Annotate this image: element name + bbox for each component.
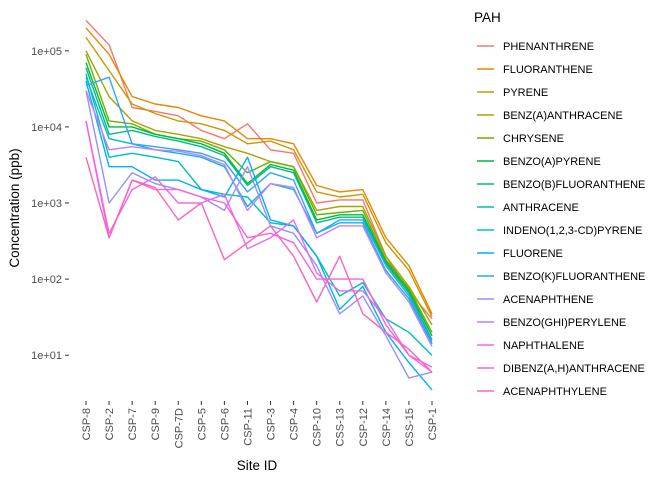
legend-label: PYRENE: [503, 87, 548, 99]
x-tick-label: CSP-10: [312, 408, 324, 447]
series-line-fluoranthene: [85, 27, 433, 315]
legend-label: BENZ(A)ANTHRACENE: [503, 110, 623, 122]
series-line-acenaphthylene: [85, 157, 433, 373]
x-axis: CSP-8 CSP-2 CSP-7 CSP-9 CSP-7D CSP-5 CSP-6 CSP-…: [81, 401, 439, 448]
legend-label: ACENAPHTHYLENE: [503, 386, 607, 398]
x-tick-label: CSP-5: [196, 408, 208, 440]
x-tick-label: CSP-11: [242, 408, 254, 446]
x-tick-label: CSS-13: [335, 408, 347, 447]
series-line-benzo-b-fluoranthene: [85, 67, 433, 341]
legend-label: FLUORENE: [503, 248, 563, 260]
legend-label: BENZO(B)FLUORANTHENE: [503, 179, 645, 191]
x-tick-label: CSP-9: [150, 408, 162, 440]
legend-label: NAPHTHALENE: [503, 340, 584, 352]
legend: PAH PHENANTHRENE FLUORANTHENE PYRENE BENZ(A…: [474, 10, 645, 398]
x-tick-label: CSP-1: [427, 408, 439, 440]
series-line-benzo-ghi-perylene: [85, 90, 433, 347]
series-line-dibenz-a-h-anthracene: [85, 120, 433, 368]
legend-label: DIBENZ(A,H)ANTHRACENE: [503, 363, 645, 375]
legend-label: ACENAPHTHENE: [503, 294, 593, 306]
x-tick-label: CSP-3: [266, 408, 278, 440]
y-axis-title: Concentration (ppb): [7, 148, 22, 267]
x-tick-label: CSP-8: [81, 408, 93, 440]
x-axis-title: Site ID: [237, 458, 278, 473]
x-tick-label: CSP-4: [289, 408, 301, 440]
x-tick-label: CSP-7D: [173, 408, 185, 448]
legend-title: PAH: [474, 10, 501, 25]
legend-label: INDENO(1,2,3-CD)PYRENE: [503, 225, 642, 237]
legend-label: FLUORANTHENE: [503, 64, 593, 76]
y-tick-label: 1e+01: [31, 350, 62, 362]
legend-label: BENZO(GHI)PERYLENE: [503, 317, 626, 329]
x-tick-label: CSP-2: [104, 408, 116, 440]
legend-label: BENZO(K)FLUORANTHENE: [503, 271, 645, 283]
y-axis: 1e+01 1e+02 1e+03 1e+04 1e+05: [31, 46, 69, 362]
x-tick-label: CSP-14: [381, 408, 393, 447]
series-line-fluorene: [85, 80, 433, 391]
x-tick-label: CSP-6: [219, 408, 231, 440]
legend-label: BENZO(A)PYRENE: [503, 156, 601, 168]
legend-label: PHENANTHRENE: [503, 41, 594, 53]
series-line-chrysene: [85, 54, 433, 333]
legend-label: ANTHRACENE: [503, 202, 579, 214]
legend-label: CHRYSENE: [503, 133, 564, 145]
x-tick-label: CSP-12: [358, 408, 370, 447]
y-tick-label: 1e+02: [31, 274, 62, 286]
series-line-benz-a-anthracene: [85, 50, 433, 326]
series-line-benzo-a-pyrene: [85, 62, 433, 337]
y-tick-label: 1e+04: [31, 122, 62, 134]
series-line-pyrene: [85, 37, 433, 318]
x-tick-label: CSS-15: [404, 408, 416, 447]
plot-area: [85, 20, 433, 391]
y-tick-label: 1e+05: [31, 46, 62, 58]
y-tick-label: 1e+03: [31, 198, 62, 210]
x-tick-label: CSP-7: [127, 408, 139, 440]
series-line-benzo-k-fluoranthene: [85, 76, 433, 343]
